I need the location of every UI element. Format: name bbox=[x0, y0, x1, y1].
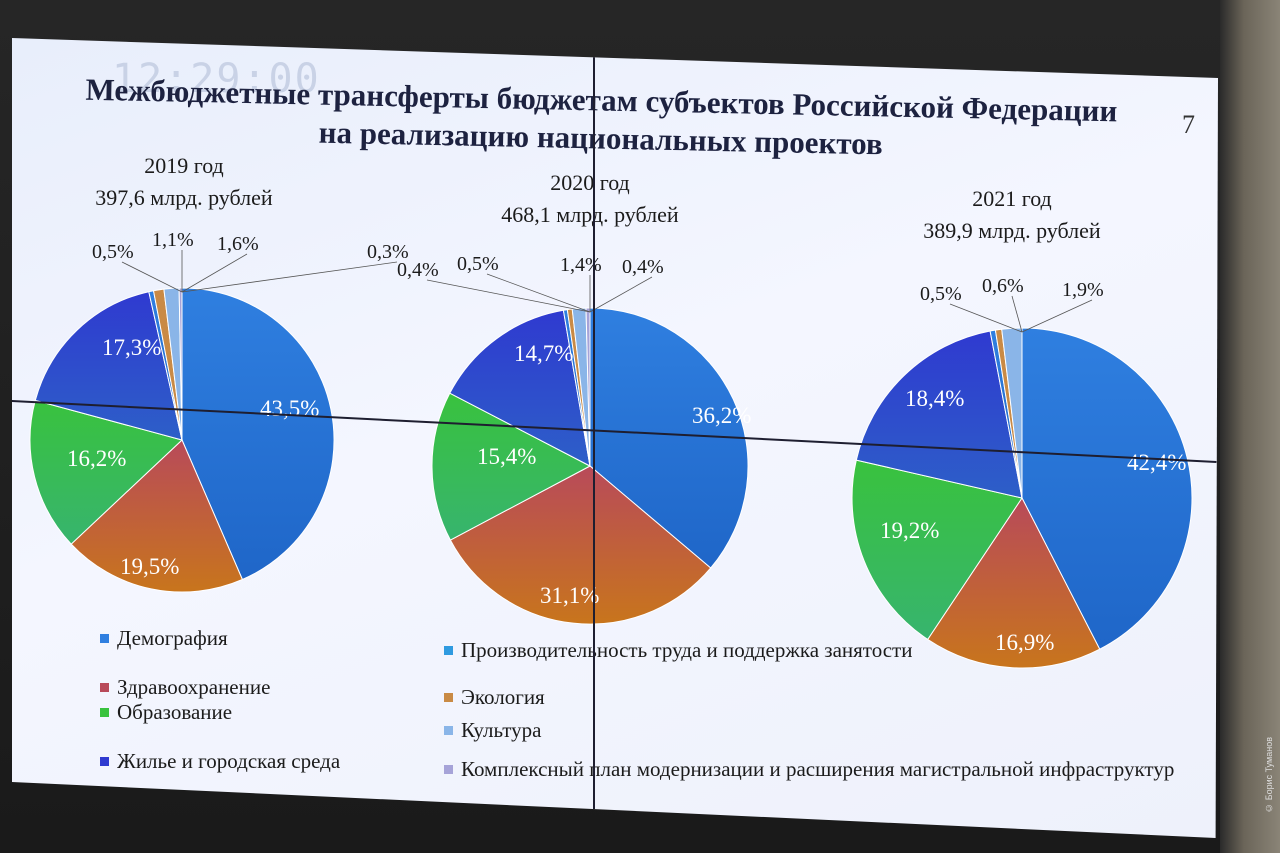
pie-slice-label: 42,4% bbox=[1127, 450, 1186, 475]
pie-title: 2020 год bbox=[550, 170, 630, 195]
legend-item-demography: Демография bbox=[100, 626, 340, 651]
pie-small-label: 0,4% bbox=[397, 259, 439, 281]
pie-title: 2021 год bbox=[972, 186, 1052, 211]
pie-subtitle: 397,6 млрд. рублей bbox=[95, 185, 273, 210]
pie-slice-label: 19,5% bbox=[120, 554, 179, 579]
pie-slice-label: 19,2% bbox=[880, 518, 939, 543]
pie-slice-label: 16,2% bbox=[67, 446, 126, 471]
pie-small-label: 0,5% bbox=[920, 283, 962, 305]
legend-swatch bbox=[444, 646, 453, 655]
pie-2021-год bbox=[851, 327, 1193, 669]
background-wall bbox=[1220, 0, 1280, 853]
legend-swatch bbox=[100, 634, 109, 643]
pie-slice-label: 31,1% bbox=[540, 583, 599, 608]
leader-line bbox=[589, 276, 653, 313]
pie-small-label: 0,3% bbox=[367, 241, 409, 263]
leader-line bbox=[1011, 295, 1023, 333]
camera-crosshair-vertical bbox=[593, 38, 595, 838]
pie-slice bbox=[449, 465, 712, 625]
pie-slice-label: 14,7% bbox=[514, 341, 573, 366]
pie-slice bbox=[855, 330, 1023, 499]
legend-item-healthcare: Здравоохранение bbox=[100, 675, 340, 700]
pie-subtitle: 468,1 млрд. рублей bbox=[501, 202, 679, 227]
pie-small-label: 0,5% bbox=[457, 253, 499, 275]
pie-slice-label: 16,9% bbox=[995, 630, 1054, 655]
pie-slice bbox=[70, 439, 244, 593]
leader-line bbox=[949, 303, 1023, 333]
pie-small-label: 1,9% bbox=[1062, 279, 1104, 301]
legend-item-housing: Жилье и городская среда bbox=[100, 749, 340, 774]
pie-small-label: 0,4% bbox=[622, 256, 664, 278]
legend-item-infrastructure: Комплексный план модернизации и расширен… bbox=[444, 757, 1174, 782]
pie-subtitle: 389,9 млрд. рублей bbox=[923, 218, 1101, 243]
pie-slice-label: 15,4% bbox=[477, 444, 536, 469]
legend-item-ecology: Экология bbox=[444, 685, 1174, 710]
legend-right: Производительность труда и поддержка зан… bbox=[444, 638, 1174, 782]
pie-small-label: 1,6% bbox=[217, 233, 259, 255]
leader-line bbox=[181, 261, 398, 293]
pie-small-label: 1,1% bbox=[152, 229, 194, 251]
pie-title: 2019 год bbox=[144, 153, 224, 178]
pie-slice bbox=[181, 287, 335, 581]
leader-line bbox=[181, 253, 248, 293]
legend-swatch bbox=[444, 765, 453, 774]
legend-item-productivity: Производительность труда и поддержка зан… bbox=[444, 638, 1174, 663]
pie-small-label: 1,4% bbox=[560, 254, 602, 276]
pie-small-label: 0,6% bbox=[982, 275, 1024, 297]
legend-item-culture: Культура bbox=[444, 718, 1174, 743]
leader-line bbox=[486, 273, 591, 313]
photo-credit: © Борис Туманов bbox=[1264, 737, 1274, 813]
pie-slice bbox=[1021, 327, 1193, 650]
pie-slice bbox=[29, 399, 183, 545]
pie-slice-label: 17,3% bbox=[102, 335, 161, 360]
pie-charts: 2019 год 397,6 млрд. рублей 43,5% 19,5% 16,2… bbox=[29, 153, 1193, 669]
pie-slice bbox=[851, 459, 1023, 641]
legend-item-education: Образование bbox=[100, 700, 340, 725]
clock-overlay: 12:29:00 bbox=[112, 56, 321, 102]
pie-slice bbox=[927, 497, 1101, 669]
legend-left: Демография Здравоохранение Образование Ж… bbox=[100, 626, 340, 774]
legend-swatch bbox=[100, 708, 109, 717]
pie-slice bbox=[431, 392, 592, 541]
leader-line bbox=[1021, 299, 1093, 333]
leader-line bbox=[426, 279, 591, 313]
page-number: 7 bbox=[1182, 110, 1195, 139]
legend-swatch bbox=[100, 757, 109, 766]
legend-swatch bbox=[444, 693, 453, 702]
slide-screen: 12:29:00 Межбюджетные трансферты бюджета… bbox=[12, 38, 1218, 838]
legend-swatch bbox=[100, 683, 109, 692]
pie-slice-label: 18,4% bbox=[905, 386, 964, 411]
pie-small-label: 0,5% bbox=[92, 241, 134, 263]
pie-slice-label: 36,2% bbox=[692, 403, 751, 428]
pie-slice bbox=[589, 307, 749, 569]
pie-2019-год bbox=[29, 287, 335, 593]
pie-slice-label: 43,5% bbox=[260, 396, 319, 421]
legend-swatch bbox=[444, 726, 453, 735]
leader-line bbox=[121, 261, 183, 293]
